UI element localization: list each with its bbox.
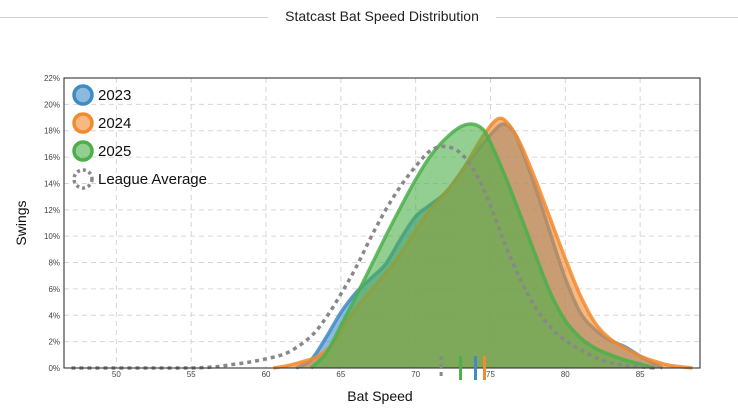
legend-swatch — [72, 168, 94, 190]
x-tick-label: 65 — [336, 370, 345, 379]
header-rule-right — [496, 17, 738, 18]
y-tick-label: 12% — [44, 206, 60, 215]
legend-item-league-average[interactable]: League Average — [72, 168, 207, 190]
y-tick-label: 4% — [48, 311, 60, 320]
legend-label: League Average — [98, 171, 207, 188]
x-tick-label: 50 — [112, 370, 121, 379]
series-2025-area — [310, 123, 656, 369]
mean-markers — [439, 356, 487, 380]
y-tick-label: 22% — [44, 74, 60, 83]
legend-label: 2025 — [98, 143, 131, 160]
plot-frame — [63, 77, 701, 369]
y-tick-label: 10% — [44, 232, 60, 241]
y-tick-label: 16% — [44, 153, 60, 162]
x-axis-title: Bat Speed — [347, 388, 412, 404]
legend-item-2023[interactable]: 2023 — [72, 84, 131, 106]
legend-label: 2023 — [98, 87, 131, 104]
x-tick-label: 70 — [411, 370, 420, 379]
y-tick-label: 20% — [44, 100, 60, 109]
series-league-average-line — [71, 144, 656, 370]
chart-title: Statcast Bat Speed Distribution — [285, 8, 479, 24]
y-tick-label: 8% — [48, 259, 60, 268]
y-tick-label: 14% — [44, 179, 60, 188]
legend-swatch — [72, 112, 94, 134]
y-tick-label: 18% — [44, 127, 60, 136]
legend-item-2025[interactable]: 2025 — [72, 140, 131, 162]
header-rule-left — [0, 17, 268, 18]
x-tick-label: 60 — [262, 370, 271, 379]
y-tick-label: 6% — [48, 285, 60, 294]
chart-legend: 2023 2024 2025 League Average — [72, 84, 207, 190]
x-tick-label: 85 — [636, 370, 645, 379]
legend-item-2024[interactable]: 2024 — [72, 112, 131, 134]
x-tick-label: 75 — [486, 370, 495, 379]
chart-header: Statcast Bat Speed Distribution — [0, 0, 738, 36]
chart-series — [71, 116, 693, 370]
legend-swatch — [72, 140, 94, 162]
legend-label: 2024 — [98, 115, 131, 132]
x-tick-label: 80 — [561, 370, 570, 379]
x-tick-labels: 50 55 60 65 70 75 80 85 — [112, 370, 645, 379]
y-tick-label: 2% — [48, 338, 60, 347]
y-tick-labels: 0% 2% 4% 6% 8% 10% 12% 14% 16% 18% 20% 22% — [44, 74, 60, 373]
y-axis-title: Swings — [13, 200, 29, 245]
series-2025-line — [309, 122, 656, 370]
x-tick-label: 55 — [187, 370, 196, 379]
legend-swatch — [72, 84, 94, 106]
y-tick-label: 0% — [48, 364, 60, 373]
